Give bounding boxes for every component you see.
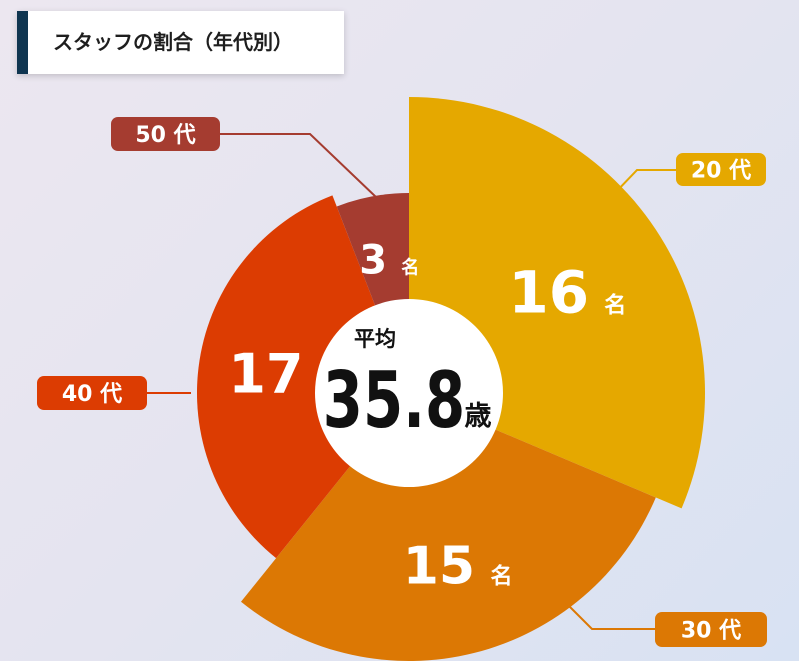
category-pill-1 xyxy=(655,612,767,647)
average-value: 35.8 xyxy=(323,355,465,446)
category-label-3: 50 代 xyxy=(135,123,195,148)
slice-unit-3: 名 xyxy=(401,257,419,279)
average-unit: 歳 xyxy=(465,401,492,432)
pie-slice-40代 xyxy=(197,195,409,559)
leader-line-3 xyxy=(220,133,378,199)
chart-title: スタッフの割合（年代別） xyxy=(53,30,293,54)
category-label-2: 40 代 xyxy=(62,382,122,407)
category-pill-0 xyxy=(676,153,766,186)
category-pill-2 xyxy=(37,376,147,410)
category-label-0: 20 代 xyxy=(691,159,751,184)
title-accent-bar xyxy=(17,11,28,74)
leader-line-1 xyxy=(560,597,655,630)
slice-value-3: 3 xyxy=(359,238,387,284)
category-pill-3 xyxy=(111,117,220,151)
center-average: 平均 35.8 歳 xyxy=(315,299,503,487)
center-circle xyxy=(315,299,503,487)
average-label: 平均 xyxy=(354,327,396,351)
slice-value-2: 17 xyxy=(228,342,303,405)
leader-line-0 xyxy=(612,169,676,196)
title-card: スタッフの割合（年代別） xyxy=(17,11,344,74)
category-label-1: 30 代 xyxy=(681,619,741,644)
slice-unit-1: 名 xyxy=(490,563,512,589)
slice-value-1: 15 xyxy=(403,536,475,596)
slice-unit-0: 名 xyxy=(604,293,626,319)
pie-slice-30代 xyxy=(240,393,656,661)
slice-value-0: 16 xyxy=(508,259,589,327)
